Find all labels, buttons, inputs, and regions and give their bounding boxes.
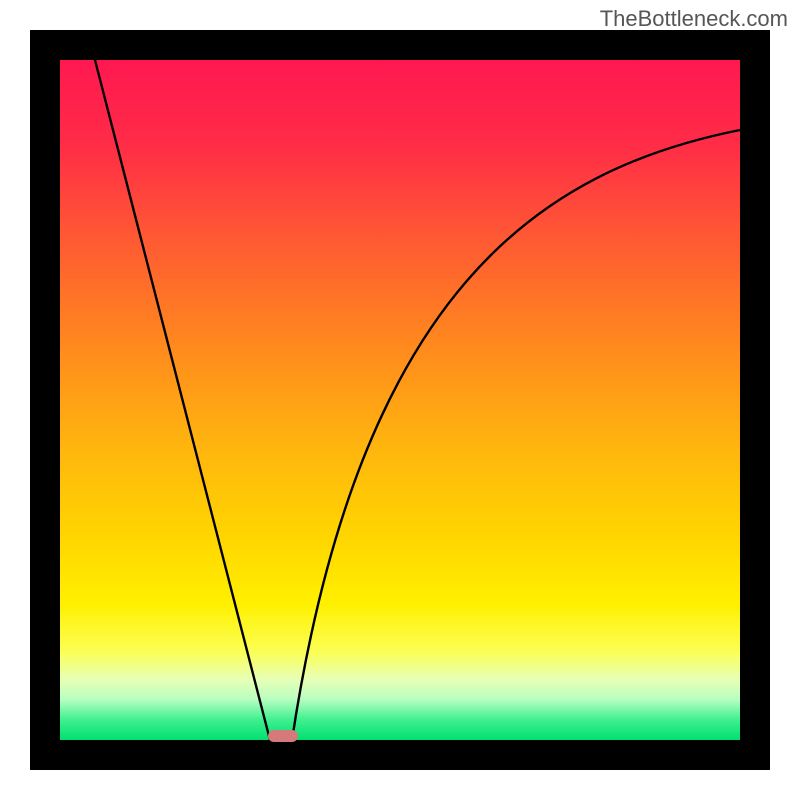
curve-left-segment bbox=[95, 60, 270, 740]
chart-plot-area bbox=[60, 60, 740, 740]
chart-frame bbox=[30, 30, 770, 770]
watermark-text: TheBottleneck.com bbox=[600, 6, 788, 32]
vertex-marker bbox=[268, 730, 298, 742]
curve-right-segment bbox=[292, 130, 740, 740]
chart-curve bbox=[60, 60, 740, 740]
